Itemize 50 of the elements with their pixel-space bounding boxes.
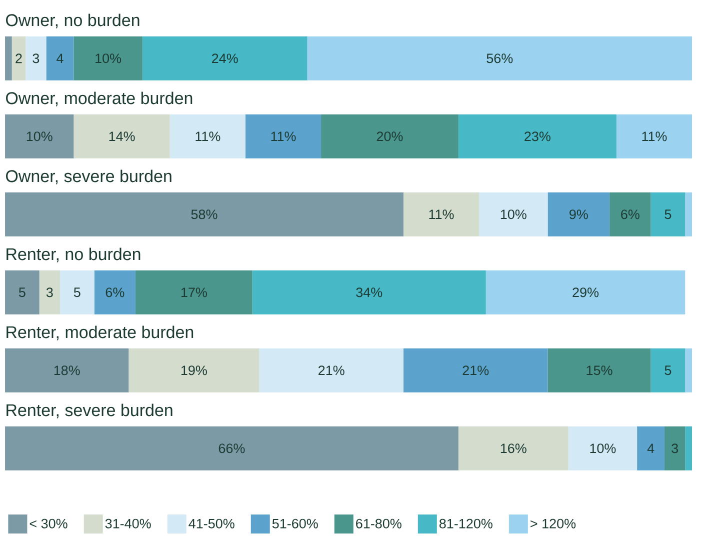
- data-label: 11%: [429, 210, 454, 220]
- data-label: 20%: [376, 132, 403, 142]
- legend-label: > 120%: [530, 518, 576, 528]
- data-label: 34%: [356, 288, 382, 298]
- data-label: 5: [18, 288, 26, 298]
- data-label: 14%: [109, 132, 135, 142]
- data-label: 10%: [590, 444, 616, 454]
- data-label: 58%: [191, 210, 218, 220]
- data-label: 11%: [271, 132, 296, 142]
- legend-label: 81-120%: [439, 518, 492, 528]
- legend-label: 61-80%: [356, 518, 402, 528]
- data-label: 56%: [486, 54, 513, 64]
- data-label: 19%: [181, 366, 207, 376]
- data-label: 24%: [212, 54, 238, 64]
- data-label: 29%: [572, 288, 599, 298]
- data-label: 15%: [586, 366, 612, 376]
- y-tick-label: Renter, no burden: [6, 248, 140, 262]
- data-label: 10%: [500, 210, 526, 220]
- data-label: 10%: [26, 132, 52, 142]
- data-label: 11%: [642, 132, 667, 142]
- data-label: 17%: [181, 288, 207, 298]
- data-label: 23%: [524, 132, 550, 142]
- legend-label: 31-40%: [105, 518, 151, 528]
- data-label: 11%: [196, 132, 220, 142]
- legend-label: 41-50%: [188, 518, 234, 528]
- data-label: 18%: [54, 366, 80, 376]
- y-tick-label: Owner, severe burden: [6, 170, 172, 184]
- y-tick-label: Renter, severe burden: [6, 404, 172, 418]
- data-label: 5: [664, 210, 672, 220]
- data-label: 66%: [218, 444, 245, 454]
- data-label: 6%: [106, 288, 124, 298]
- legend-label: 51-60%: [272, 518, 318, 528]
- data-label: 4: [56, 54, 64, 64]
- data-label: 4: [647, 444, 654, 454]
- data-label: 9%: [570, 210, 588, 220]
- data-label: 21%: [318, 366, 344, 376]
- y-tick-label: Owner, no burden: [6, 14, 140, 28]
- data-label: 5: [74, 288, 80, 298]
- data-label: 5: [664, 366, 672, 376]
- legend-label: < 30%: [30, 518, 68, 528]
- data-label: 2: [16, 54, 22, 64]
- y-tick-label: Owner, moderate burden: [6, 92, 192, 106]
- data-label: 3: [672, 444, 678, 454]
- data-label: 10%: [96, 54, 122, 64]
- data-label: 3: [32, 54, 40, 64]
- data-label: 21%: [462, 366, 489, 376]
- data-label: 3: [46, 288, 53, 298]
- y-tick-label: Renter, moderate burden: [6, 326, 194, 340]
- data-label: 6%: [621, 210, 640, 220]
- data-label: 16%: [500, 444, 526, 454]
